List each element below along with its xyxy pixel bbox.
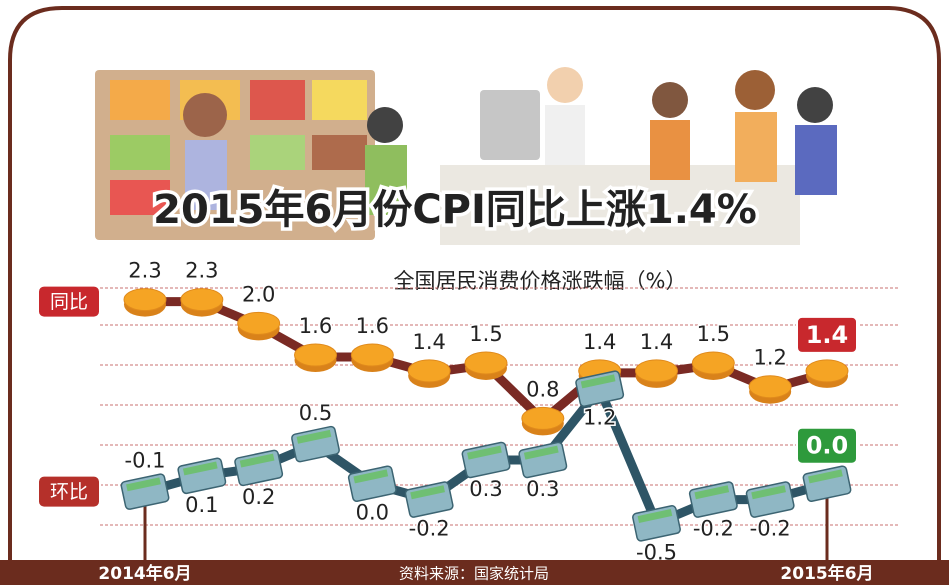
highlight-label: 0.0 (806, 432, 849, 460)
coin-marker-top (749, 376, 791, 398)
value-label: 1.4 (412, 330, 445, 354)
value-label: 2.0 (242, 282, 275, 306)
chart-title: 2015年6月份CPI同比上涨1.4% (153, 187, 757, 233)
value-label: 2.3 (128, 259, 161, 283)
highlight-label: 1.4 (806, 321, 849, 349)
value-label: 1.5 (697, 322, 730, 346)
x-tick-label: 2014年6月 (98, 563, 191, 584)
coin-marker-top (408, 360, 450, 382)
value-label: -0.2 (409, 517, 450, 541)
value-label: 0.5 (299, 401, 332, 425)
value-label: 1.6 (356, 314, 389, 338)
chart: 2015年6月份CPI同比上涨1.4% 全国居民消费价格涨跌幅（%） 同比 2.3… (0, 0, 949, 585)
value-label: -0.1 (125, 449, 166, 473)
legend-label: 同比 (50, 291, 88, 313)
value-label: 0.0 (356, 501, 389, 525)
value-label: 1.2 (753, 346, 786, 370)
coin-marker-top (351, 344, 393, 366)
coin-marker-top (465, 352, 507, 374)
coin-marker-top (806, 360, 848, 382)
value-label: -0.2 (750, 517, 791, 541)
coin-marker-top (522, 407, 564, 429)
coin-marker-top (124, 289, 166, 311)
value-label: 2.3 (185, 259, 218, 283)
value-label: 0.1 (185, 493, 218, 517)
x-tick-label: 2015年6月 (780, 563, 873, 584)
value-label: 0.3 (469, 477, 502, 501)
value-label: 0.8 (526, 377, 559, 401)
coin-marker-top (636, 360, 678, 382)
coin-marker-top (295, 344, 337, 366)
value-label: 1.4 (640, 330, 673, 354)
legend-label: 环比 (50, 481, 88, 503)
value-label: 1.2 (583, 406, 616, 430)
coin-marker-top (238, 312, 280, 334)
coin-marker-top (181, 289, 223, 311)
value-label: -0.2 (693, 517, 734, 541)
value-label: 1.5 (469, 322, 502, 346)
value-label: 1.4 (583, 330, 616, 354)
value-label: 1.6 (299, 314, 332, 338)
chart-subtitle: 全国居民消费价格涨跌幅（%） (394, 269, 687, 293)
value-label: 0.3 (526, 477, 559, 501)
source: 资料来源：国家统计局 (399, 565, 549, 583)
coin-marker-top (692, 352, 734, 374)
value-label: 0.2 (242, 485, 275, 509)
